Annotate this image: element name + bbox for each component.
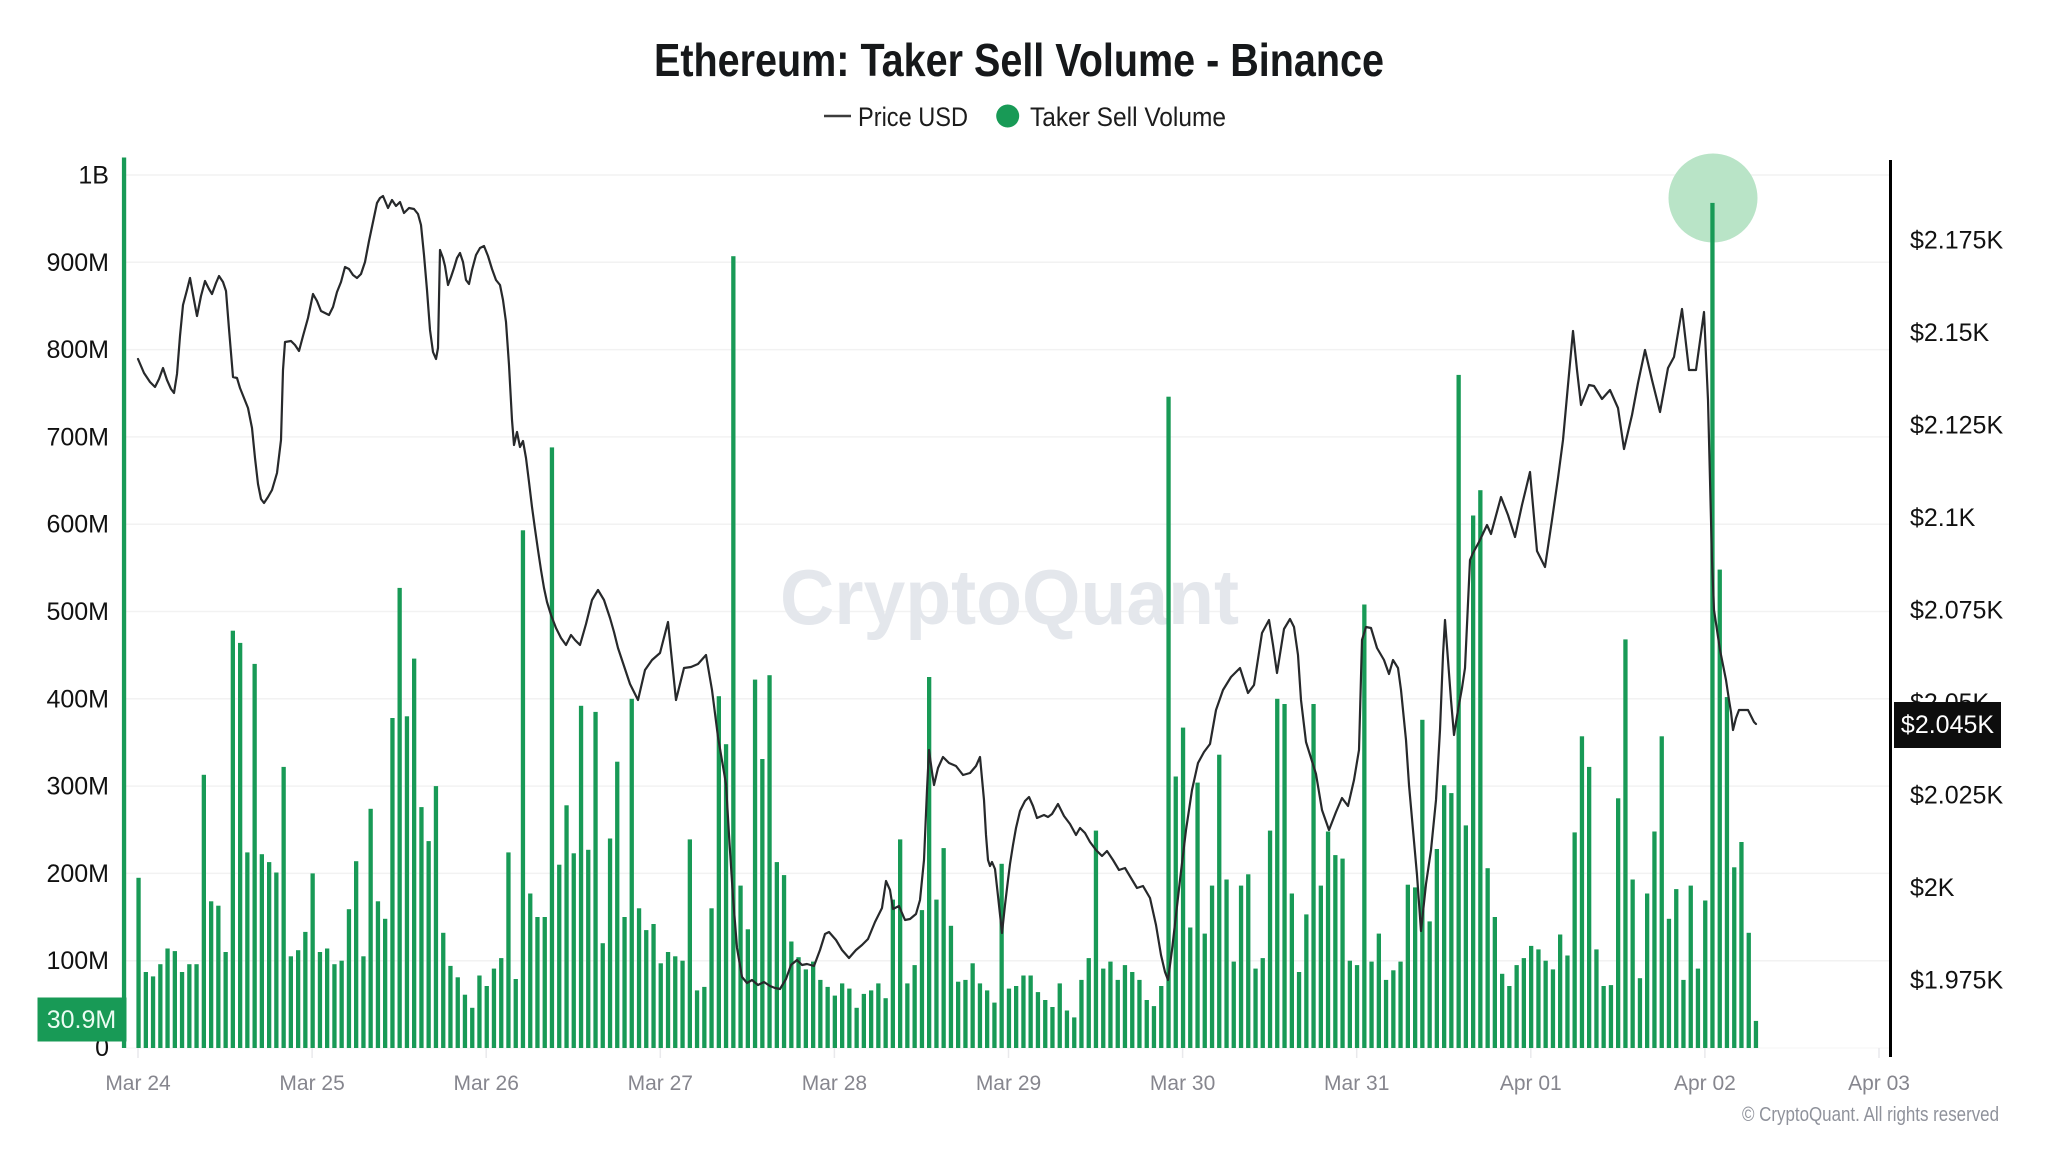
svg-text:$2.15K: $2.15K xyxy=(1910,319,1990,347)
svg-text:1B: 1B xyxy=(78,162,109,190)
svg-text:300M: 300M xyxy=(46,773,109,801)
svg-text:Ethereum: Taker Sell Volume -: Ethereum: Taker Sell Volume - Binance xyxy=(654,34,1384,86)
svg-text:$2.025K: $2.025K xyxy=(1910,782,2003,810)
svg-text:$2.175K: $2.175K xyxy=(1910,227,2003,255)
svg-text:Mar 25: Mar 25 xyxy=(279,1072,344,1095)
svg-text:Mar 31: Mar 31 xyxy=(1324,1072,1389,1095)
svg-text:Apr 02: Apr 02 xyxy=(1674,1072,1736,1095)
svg-text:Mar 30: Mar 30 xyxy=(1150,1072,1215,1095)
svg-text:30.9M: 30.9M xyxy=(47,1006,116,1034)
svg-text:700M: 700M xyxy=(46,423,109,451)
svg-text:Mar 26: Mar 26 xyxy=(454,1072,519,1095)
svg-text:800M: 800M xyxy=(46,336,109,364)
svg-text:© CryptoQuant. All rights rese: © CryptoQuant. All rights reserved xyxy=(1742,1104,1999,1126)
svg-text:$2.075K: $2.075K xyxy=(1910,597,2003,625)
svg-text:Apr 01: Apr 01 xyxy=(1500,1072,1562,1095)
svg-text:Mar 24: Mar 24 xyxy=(105,1072,171,1095)
svg-text:400M: 400M xyxy=(46,685,109,713)
svg-text:$2.125K: $2.125K xyxy=(1910,412,2003,440)
svg-text:Taker Sell Volume: Taker Sell Volume xyxy=(1030,102,1226,132)
svg-text:$2.1K: $2.1K xyxy=(1910,504,1976,532)
svg-text:Mar 29: Mar 29 xyxy=(976,1072,1041,1095)
svg-text:Apr 03: Apr 03 xyxy=(1848,1072,1910,1095)
svg-text:CryptoQuant: CryptoQuant xyxy=(780,553,1239,641)
svg-text:Mar 27: Mar 27 xyxy=(628,1072,693,1095)
svg-text:$1.975K: $1.975K xyxy=(1910,967,2003,995)
svg-text:$2K: $2K xyxy=(1910,874,1955,902)
svg-text:600M: 600M xyxy=(46,511,109,539)
svg-text:900M: 900M xyxy=(46,249,109,277)
svg-text:Price USD: Price USD xyxy=(858,102,968,132)
svg-text:200M: 200M xyxy=(46,860,109,888)
svg-text:500M: 500M xyxy=(46,598,109,626)
svg-text:$2.045K: $2.045K xyxy=(1901,711,1994,739)
svg-text:Mar 28: Mar 28 xyxy=(802,1072,867,1095)
svg-text:100M: 100M xyxy=(46,947,109,975)
